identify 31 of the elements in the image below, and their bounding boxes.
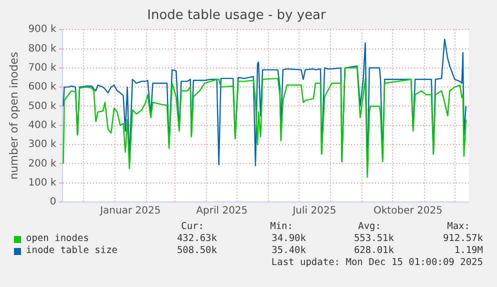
text: 912.57k xyxy=(442,233,483,244)
legend-label: open inodes xyxy=(26,233,89,244)
text: Avg: xyxy=(358,221,381,232)
y-tick-label: 600 k xyxy=(28,82,56,93)
y-tick-label: 0 xyxy=(50,196,56,208)
y-tick-label: 300 k xyxy=(28,139,56,150)
text: Cur: xyxy=(181,221,204,232)
text: 1.19M xyxy=(454,245,483,256)
x-tick-label: April 2025 xyxy=(196,206,248,217)
text: Min: xyxy=(270,221,293,232)
y-tick-label: 100 k xyxy=(28,177,56,188)
y-tick-label: 900 k xyxy=(28,24,56,36)
legend-label: inode table size xyxy=(26,245,118,256)
x-tick-label: Januar 2025 xyxy=(99,206,161,217)
text: 432.63k xyxy=(176,233,217,244)
text: 553.51k xyxy=(354,233,394,244)
y-tick-label: 700 k xyxy=(28,62,56,74)
y-tick-label: 400 k xyxy=(28,120,56,131)
x-tick-label: Oktober 2025 xyxy=(374,206,442,217)
text: Max: xyxy=(447,221,470,232)
chart-title: Inode table usage - by year xyxy=(147,8,327,24)
text: 508.50k xyxy=(176,245,217,256)
text: Last update: Mon Dec 15 01:00:09 2025 xyxy=(271,257,483,268)
text: 35.40k xyxy=(272,245,306,256)
text: 34.90k xyxy=(272,233,306,244)
y-tick-label: 200 k xyxy=(28,158,56,170)
text: 628.01k xyxy=(354,245,394,256)
y-tick-label: 800 k xyxy=(28,43,56,54)
x-tick-label: Juli 2025 xyxy=(292,206,336,217)
y-tick-label: 500 k xyxy=(28,100,56,112)
y-axis-title: number of open inodes xyxy=(7,52,20,180)
